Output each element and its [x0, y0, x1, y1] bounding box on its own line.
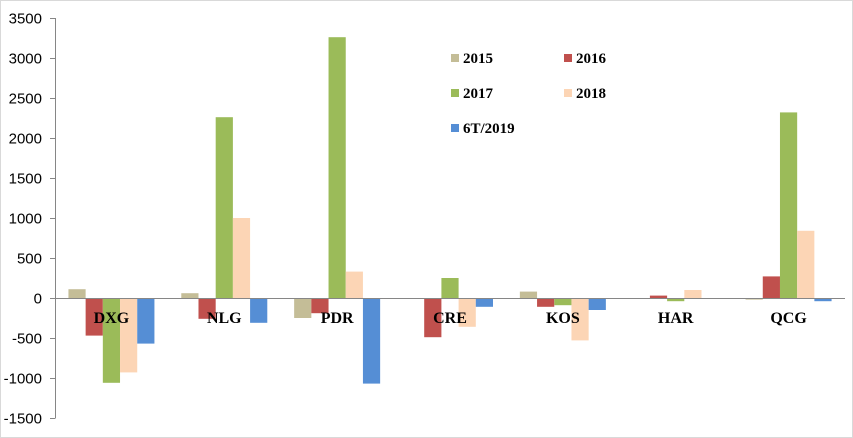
y-tick-label: 1500 — [9, 171, 42, 188]
legend-marker — [451, 89, 459, 97]
y-tick-label: -500 — [12, 331, 42, 348]
y-tick-label: 3500 — [9, 11, 42, 28]
y-tick-label: -1500 — [4, 411, 42, 428]
bar-6t-2019-pdr — [362, 298, 381, 384]
bar-6t-2019-dxg — [137, 298, 155, 344]
y-tick-label: -1000 — [4, 371, 42, 388]
bar-2018-nlg — [232, 218, 251, 298]
bar-2017-nlg — [215, 117, 233, 298]
category-label-cre: CRE — [433, 310, 467, 327]
bar-2018-har — [684, 290, 702, 298]
legend-label: 2015 — [463, 51, 493, 67]
bar-2016-nlg — [198, 298, 216, 319]
bar-2018-qcg — [797, 230, 815, 298]
category-label-har: HAR — [658, 310, 694, 327]
bar-2018-dxg — [120, 298, 138, 373]
bar-2015-pdr — [294, 298, 312, 318]
legend-label: 2016 — [576, 51, 607, 67]
bar-6t-2019-cre — [475, 298, 493, 307]
legend-item-6t-2019: 6T/2019 — [451, 121, 515, 137]
bar-2018-cre — [458, 298, 476, 327]
bar-2015-nlg — [181, 293, 199, 298]
bar-2018-kos — [571, 298, 589, 341]
legend-marker — [564, 54, 572, 62]
y-tick-label: 3000 — [9, 51, 42, 68]
legend-marker — [451, 124, 459, 132]
bar-2017-har — [667, 298, 685, 302]
y-axis: 3500 3000 2500 2000 1500 1000 500 0 -500 -1000 -15… — [4, 11, 56, 428]
legend-item-2015: 2015 — [451, 51, 493, 67]
legend-label: 2018 — [576, 86, 606, 102]
bar-2016-cre — [424, 298, 442, 338]
bar-6t-2019-kos — [588, 298, 606, 310]
legend-marker — [564, 89, 572, 97]
bar-2017-pdr — [328, 37, 346, 298]
bar-2015-dxg — [68, 289, 86, 298]
category-label-pdr: PDR — [321, 310, 354, 327]
legend-item-2016: 2016 — [564, 51, 607, 67]
category-label-kos: KOS — [546, 310, 580, 327]
bar-2017-kos — [554, 298, 572, 306]
legend-label: 6T/2019 — [463, 121, 515, 137]
y-tick-label: 0 — [34, 291, 42, 308]
category-label-nlg: NLG — [207, 310, 242, 327]
category-label-qcg: QCG — [770, 310, 807, 327]
bar-6t-2019-qcg — [814, 298, 832, 302]
legend-marker — [451, 54, 459, 62]
bar-2016-pdr — [311, 298, 329, 314]
y-tick-label: 2000 — [9, 131, 42, 148]
bar-6t-2019-nlg — [250, 298, 268, 323]
bar-2017-cre — [441, 278, 459, 298]
bar-2018-pdr — [345, 271, 363, 298]
bar-2017-qcg — [779, 112, 798, 299]
legend-item-2017: 2017 — [451, 86, 494, 102]
category-label-dxg: DXG — [94, 310, 130, 327]
category-labels: DXG NLG PDR CRE KOS HAR QCG — [94, 310, 808, 327]
y-tick-label: 1000 — [9, 211, 42, 228]
bar-2015-kos — [519, 291, 538, 298]
bar-2016-kos — [537, 298, 555, 307]
legend-label: 2017 — [463, 86, 494, 102]
bar-2016-har — [649, 295, 668, 298]
y-tick-label: 500 — [17, 251, 42, 268]
y-tick-label: 2500 — [9, 91, 42, 108]
legend: 2015 2016 2017 2018 6T/2019 — [451, 51, 607, 137]
bar-2016-dxg — [85, 298, 103, 336]
bar-series-group — [68, 37, 832, 384]
bar-2016-qcg — [762, 276, 780, 298]
bar-2017-dxg — [102, 298, 121, 383]
legend-item-2018: 2018 — [564, 86, 606, 102]
